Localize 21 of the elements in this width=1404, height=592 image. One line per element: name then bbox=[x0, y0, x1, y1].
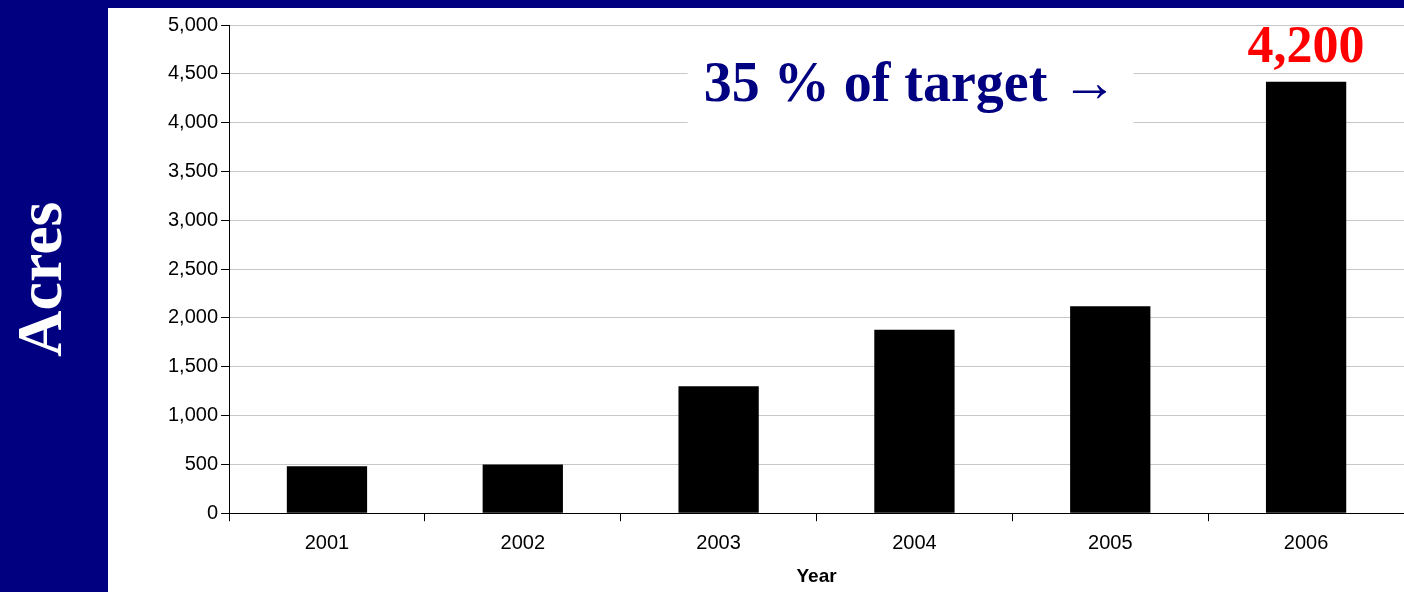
x-tick-label: 2006 bbox=[1283, 530, 1329, 553]
y-tick-label: 1,000 bbox=[167, 403, 219, 426]
y-tick-label: 2,500 bbox=[167, 256, 219, 279]
y-tick-label: 500 bbox=[184, 451, 219, 474]
x-tick-label: 2002 bbox=[500, 530, 546, 553]
y-tick-label: 0 bbox=[206, 500, 219, 523]
y-axis-title: Acres bbox=[3, 201, 75, 357]
x-axis-title: Year bbox=[796, 564, 838, 586]
y-tick-label: 2,000 bbox=[167, 305, 219, 328]
y-tick-label: 3,500 bbox=[167, 158, 219, 181]
x-tick-label: 2005 bbox=[1088, 530, 1133, 553]
y-tick-label: 1,500 bbox=[167, 354, 219, 377]
x-tick-label: 2003 bbox=[696, 530, 741, 553]
annotation: 4,200 bbox=[1247, 15, 1365, 73]
y-tick-label: 3,000 bbox=[167, 207, 219, 230]
y-tick-label: 5,000 bbox=[167, 12, 219, 35]
y-tick-label: 4,500 bbox=[167, 61, 219, 84]
x-tick-label: 2004 bbox=[892, 530, 937, 553]
annotation: 35 % of target → bbox=[703, 51, 1118, 114]
x-tick-label: 2001 bbox=[304, 530, 350, 553]
y-tick-label: 4,000 bbox=[167, 110, 219, 133]
